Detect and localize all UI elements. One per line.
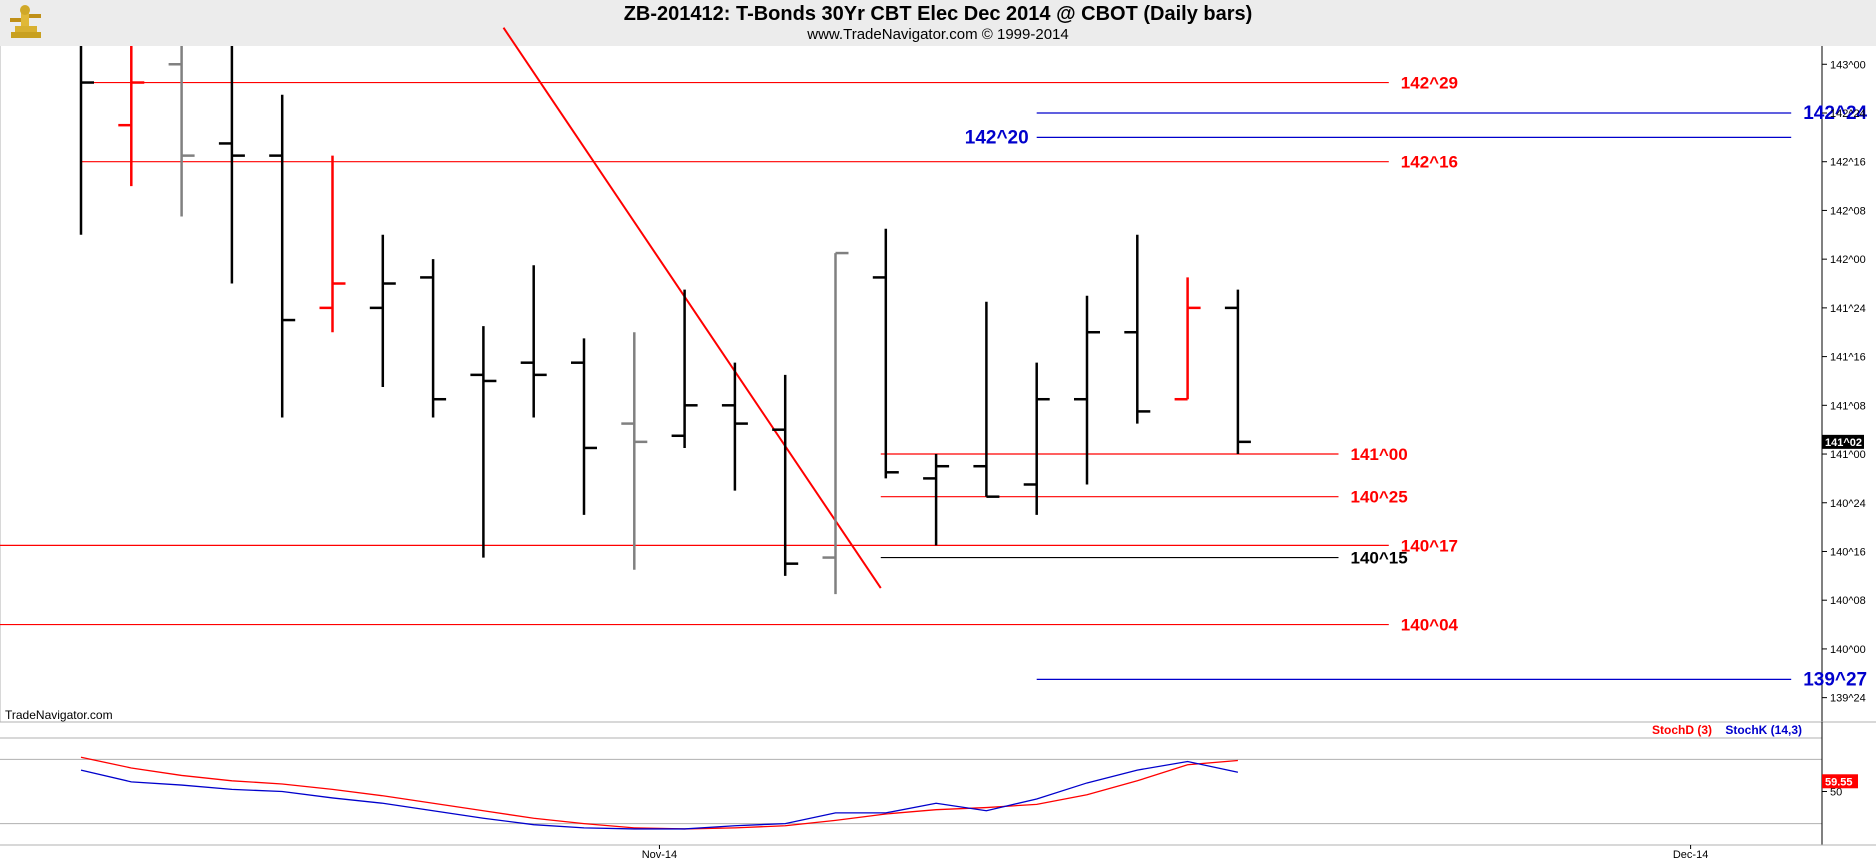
- y-tick-label: 141^00: [1830, 449, 1866, 461]
- x-tick-label: Nov-14: [642, 849, 677, 861]
- trendline: [502, 27, 882, 589]
- level-label: 140^15: [1351, 549, 1408, 568]
- ohlc-bar: [520, 265, 547, 418]
- ohlc-bar: [420, 259, 447, 418]
- stoch-last-marker: [1822, 774, 1858, 789]
- ohlc-bar: [118, 46, 145, 187]
- ohlc-bar: [1124, 234, 1151, 424]
- ohlc-bar: [822, 251, 849, 595]
- chart-header: ZB-201412: T-Bonds 30Yr CBT Elec Dec 201…: [0, 0, 1876, 46]
- ohlc-bar: [79, 46, 94, 235]
- price-levels: 142^29 142^24 142^20 142^16 141^00 140^25 140^…: [0, 74, 1868, 690]
- ohlc-bar: [1174, 277, 1201, 401]
- price-axis: 143^00 142^24 142^16 142^08 142^00 141^24 141^…: [1822, 59, 1866, 705]
- level-label: 139^27: [1803, 669, 1867, 690]
- level-label: 140^25: [1351, 488, 1408, 507]
- level-label: 142^29: [1401, 74, 1458, 93]
- ohlc-bar: [671, 289, 698, 448]
- stoch-d-line: [80, 756, 1238, 830]
- y-tick-label: 141^16: [1830, 352, 1866, 364]
- ohlc-bar: [1023, 362, 1050, 515]
- level-label: 141^00: [1351, 445, 1408, 464]
- y-tick-label: 141^08: [1830, 400, 1866, 412]
- ohlc-bar: [1224, 289, 1251, 455]
- level-label: 140^17: [1401, 536, 1458, 555]
- y-tick-label: 141^24: [1830, 303, 1866, 315]
- chart-subtitle: www.TradeNavigator.com © 1999-2014: [807, 26, 1069, 43]
- y-tick-label: 142^16: [1830, 157, 1866, 169]
- y-tick-label: 140^24: [1830, 498, 1866, 510]
- chart-title: ZB-201412: T-Bonds 30Yr CBT Elec Dec 201…: [623, 3, 1253, 25]
- watermark: TradeNavigator.com: [5, 708, 113, 722]
- y-tick-label: 140^08: [1830, 595, 1866, 607]
- ohlc-bar: [923, 454, 950, 546]
- ohlc-bar: [269, 94, 296, 418]
- ohlc-bar: [1074, 295, 1100, 485]
- stoch-k-line: [80, 760, 1239, 830]
- y-tick-label: 140^16: [1830, 546, 1866, 558]
- y-tick-label: 140^00: [1830, 644, 1866, 656]
- level-label: 142^20: [965, 127, 1029, 148]
- trendline-group: [502, 27, 882, 589]
- stoch-last-label: 59.55: [1825, 776, 1853, 788]
- stoch-k-legend: StochK (14,3): [1725, 723, 1802, 737]
- level-label: 142^24: [1803, 103, 1867, 124]
- price-panel: [0, 46, 1876, 723]
- y-tick-label: 142^00: [1830, 254, 1866, 266]
- trade-navigator-logo-icon: [6, 2, 46, 42]
- stoch-d-legend: StochD (3): [1652, 723, 1712, 737]
- level-label: 142^16: [1401, 153, 1458, 172]
- y-tick-label: 142^24: [1830, 108, 1866, 120]
- ohlc-bar: [319, 155, 346, 333]
- ohlc-bar: [218, 46, 245, 284]
- ohlc-bar: [168, 46, 195, 217]
- y-tick-label: 143^00: [1830, 59, 1866, 71]
- date-axis: Nov-14 Dec-14: [642, 845, 1708, 861]
- y-tick-label: 142^08: [1830, 205, 1866, 217]
- ohlc-bars: [79, 46, 1251, 595]
- ohlc-bar: [621, 332, 648, 570]
- y-tick-label: 139^24: [1830, 693, 1866, 705]
- ohlc-bar: [872, 228, 899, 479]
- ohlc-bar: [470, 326, 497, 558]
- last-price-label: 141^02: [1825, 437, 1862, 449]
- ohlc-bar: [721, 362, 748, 491]
- ohlc-bar: [369, 234, 396, 388]
- ohlc-bar: [571, 338, 597, 515]
- last-price-marker: [1822, 434, 1864, 449]
- ohlc-bar: [973, 301, 1000, 498]
- x-tick-label: Dec-14: [1673, 849, 1708, 861]
- stoch-tick-label: 50: [1830, 787, 1842, 799]
- level-label: 140^04: [1401, 616, 1459, 635]
- ohlc-bar: [772, 374, 799, 576]
